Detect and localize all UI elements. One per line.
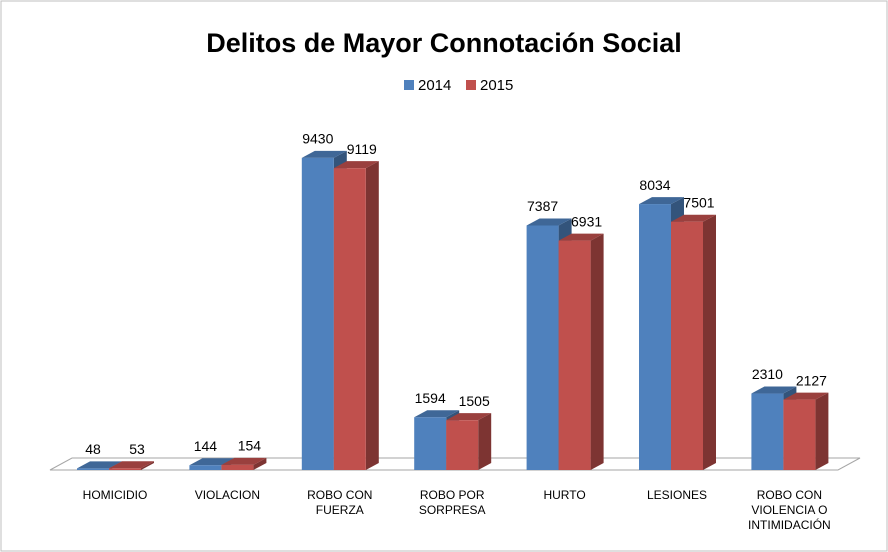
bar (671, 214, 716, 470)
data-label: 1594 (415, 390, 446, 406)
bar-front (639, 204, 671, 471)
bar-top (301, 150, 347, 158)
bar-top (414, 410, 460, 418)
bar-top (639, 197, 684, 205)
bar-side (141, 461, 154, 470)
bar-top (77, 461, 122, 469)
data-label: 48 (85, 441, 101, 457)
bar-front (446, 420, 479, 470)
bar-front (783, 399, 816, 470)
x-tick-label: ROBO CON FUERZA (307, 488, 373, 517)
bar-top (526, 218, 572, 226)
bar-front (414, 417, 447, 470)
x-tick-label: HOMICIDIO (82, 488, 148, 502)
bar-top (558, 233, 604, 241)
data-label: 9119 (347, 141, 377, 157)
bar-top (671, 214, 716, 222)
bar-top (751, 386, 797, 394)
bar-front (333, 168, 366, 470)
legend-swatch (404, 80, 414, 90)
data-label: 2127 (796, 372, 827, 388)
bar-top (221, 457, 267, 465)
x-tick-label: VIOLACION (194, 488, 261, 502)
bar-top (109, 461, 154, 469)
bar-front (77, 468, 109, 470)
bar (446, 413, 492, 470)
x-tick-label: ROBO CON VIOLENCIA O INTIMIDACIÓN (748, 488, 831, 532)
bar-side (590, 233, 604, 470)
bar (783, 392, 829, 470)
bar-side (815, 392, 829, 470)
data-label: 154 (238, 438, 262, 454)
x-tick-label: LESIONES (646, 488, 708, 502)
bar-side (703, 214, 716, 470)
data-label: 53 (129, 441, 145, 457)
bar (333, 161, 379, 470)
bar-front (526, 225, 559, 470)
x-tick-label: HURTO (543, 488, 586, 502)
bar-front (189, 465, 222, 470)
bar-side (478, 413, 492, 470)
bar (558, 233, 604, 470)
legend-label: 2015 (480, 77, 513, 94)
bar (221, 457, 267, 470)
bar-top (189, 458, 235, 466)
data-label: 144 (194, 438, 218, 454)
data-label: 7501 (683, 194, 714, 210)
data-label: 1505 (459, 393, 490, 409)
bar-front (109, 468, 141, 470)
bar-front (558, 240, 591, 470)
bar-top (333, 161, 379, 169)
data-label: 6931 (571, 213, 602, 229)
x-tick-label: ROBO POR SORPRESA (418, 488, 486, 517)
bar-side (253, 457, 267, 470)
bar-front (221, 464, 254, 470)
bar (109, 461, 154, 470)
bar-front (301, 157, 334, 470)
bar-front (671, 221, 703, 470)
data-label: 8034 (639, 177, 670, 193)
data-label: 9430 (302, 131, 333, 147)
bar-side (365, 161, 379, 470)
chart-title: Delitos de Mayor Connotación Social (206, 28, 682, 58)
data-label: 7387 (527, 198, 558, 214)
legend-swatch (466, 80, 476, 90)
data-label: 2310 (752, 366, 783, 382)
legend-label: 2014 (418, 77, 451, 94)
bar-front (751, 393, 784, 470)
bar-top (783, 392, 829, 400)
bar-top (446, 413, 492, 421)
